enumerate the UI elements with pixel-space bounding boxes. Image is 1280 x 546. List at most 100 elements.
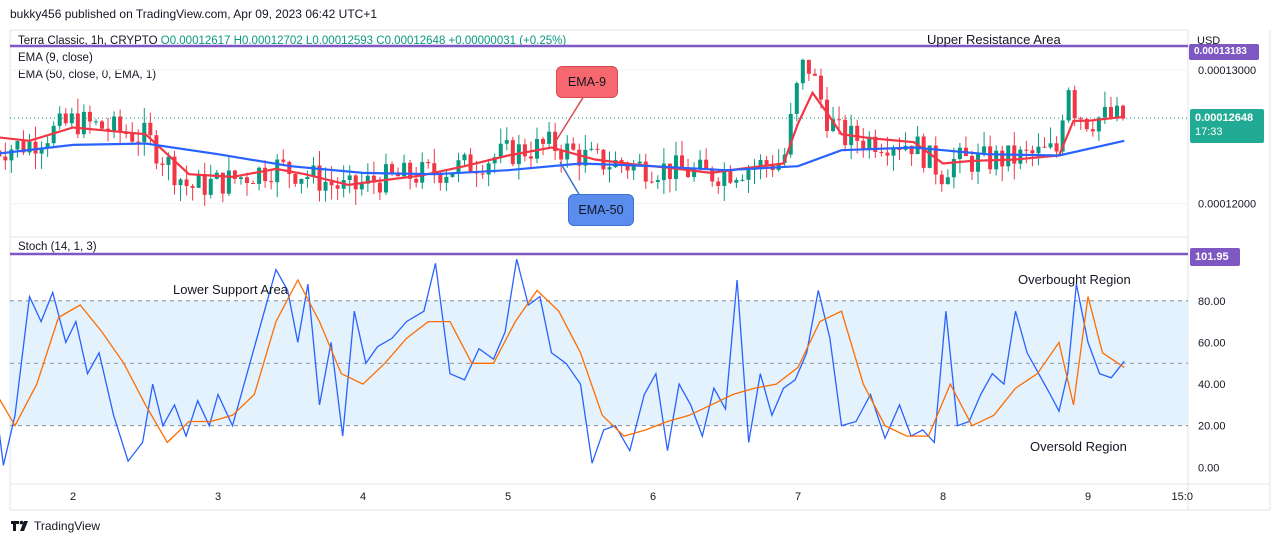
candle-body [692, 168, 697, 178]
candle-body [426, 162, 431, 164]
candle-body [480, 173, 485, 175]
candle-body [112, 116, 117, 132]
candle-body [571, 143, 576, 150]
candle-body [643, 161, 648, 182]
stoch-legend[interactable]: Stoch (14, 1, 3) [18, 241, 97, 253]
candle-body [305, 176, 310, 179]
candle-body [1121, 105, 1126, 119]
ema9-legend[interactable]: EMA (9, close) [18, 52, 93, 64]
candle-body [281, 159, 286, 162]
candle-body [1030, 150, 1035, 154]
tradingview-logo-icon [11, 520, 28, 531]
candle-body [818, 75, 823, 100]
time-tick-label: 15:0 [1172, 491, 1193, 503]
stoch-tick-label: 60.00 [1198, 337, 1226, 349]
stoch-tick-label: 80.00 [1198, 296, 1226, 308]
candle-body [861, 140, 866, 149]
ohlc-close: C0.00012648 [376, 35, 446, 47]
candle-body [1078, 118, 1083, 120]
candle-body [879, 151, 884, 153]
stoch-top-tag: 101.95 [1190, 248, 1240, 266]
candle-body [982, 146, 987, 153]
time-tick-label: 2 [70, 491, 76, 503]
candle-body [510, 140, 515, 165]
candle-body [939, 174, 944, 185]
candle-body [722, 170, 727, 186]
stoch-tick-label: 0.00 [1198, 462, 1219, 474]
ema50-legend[interactable]: EMA (50, close, 0, EMA, 1) [18, 69, 157, 81]
candle-body [1024, 149, 1029, 151]
candle-body [353, 175, 358, 190]
candle-body [492, 157, 497, 164]
candle-body [33, 141, 38, 154]
price-pane [0, 44, 1188, 207]
ema9-callout-pointer [553, 95, 585, 145]
candle-body [57, 113, 62, 126]
candle-body [390, 164, 394, 173]
time-tick-label: 9 [1085, 491, 1091, 503]
candle-body [323, 181, 328, 191]
candle-body [704, 159, 709, 169]
candle-body [897, 149, 902, 151]
candle-body [522, 144, 527, 157]
candle-body [655, 180, 660, 183]
ema50-callout[interactable]: EMA-50 [568, 194, 634, 226]
candle-body [1102, 106, 1107, 118]
candle-body [81, 111, 86, 135]
candle-body [408, 162, 413, 179]
candle-body [347, 175, 352, 181]
candle-body [432, 163, 437, 175]
candle-body [257, 167, 262, 184]
price-tick-label: 0.00013000 [1198, 65, 1256, 77]
candle-body [667, 163, 672, 179]
candle-body [118, 116, 123, 132]
candle-body [63, 113, 68, 124]
candle-body [1060, 120, 1065, 152]
candle-body [631, 163, 636, 171]
overbought-label: Overbought Region [1018, 272, 1131, 287]
candle-body [855, 125, 860, 141]
candle-body [831, 119, 836, 132]
candle-body [87, 111, 92, 122]
candle-body [1000, 150, 1005, 167]
time-tick-label: 4 [360, 491, 366, 503]
candle-body [1036, 146, 1041, 154]
candle-body [130, 134, 135, 142]
candle-body [438, 174, 443, 183]
stoch-tick-label: 20.00 [1198, 421, 1226, 433]
candle-body [365, 175, 370, 184]
time-tick-label: 6 [650, 491, 656, 503]
candle-body [269, 181, 274, 183]
candle-body [359, 183, 364, 190]
candle-body [637, 161, 642, 164]
axes: 0.000130000.0001200080.0060.0040.0020.00… [70, 65, 1256, 503]
symbol-name: Terra Classic, 1h, CRYPTO [18, 35, 158, 47]
candle-body [867, 136, 872, 149]
candle-body [93, 121, 98, 123]
symbol-legend[interactable]: Terra Classic, 1h, CRYPTO O0.00012617 H0… [18, 35, 566, 47]
candle-body [3, 156, 8, 161]
chart-frame [9, 29, 1271, 511]
candle-body [371, 175, 376, 183]
candle-body [287, 161, 292, 175]
candle-body [1090, 129, 1095, 132]
candle-body [226, 170, 231, 194]
candle-body [414, 178, 419, 183]
candle-body [728, 170, 733, 183]
tradingview-brand[interactable]: TradingView [10, 519, 100, 533]
ohlc-change: +0.00000031 (+0.25%) [448, 35, 567, 47]
candle-body [462, 154, 467, 161]
candle-body [160, 163, 165, 165]
candle-body [1048, 143, 1053, 148]
countdown-value: 17:33 [1195, 126, 1223, 138]
candle-body [100, 121, 104, 129]
candle-body [873, 136, 878, 152]
ema9-callout[interactable]: EMA-9 [556, 66, 618, 98]
candle-body [498, 143, 503, 158]
candle-body [595, 148, 600, 150]
candle-body [335, 185, 340, 189]
candle-body [245, 177, 249, 184]
candle-body [698, 159, 703, 169]
candle-body [988, 146, 993, 170]
